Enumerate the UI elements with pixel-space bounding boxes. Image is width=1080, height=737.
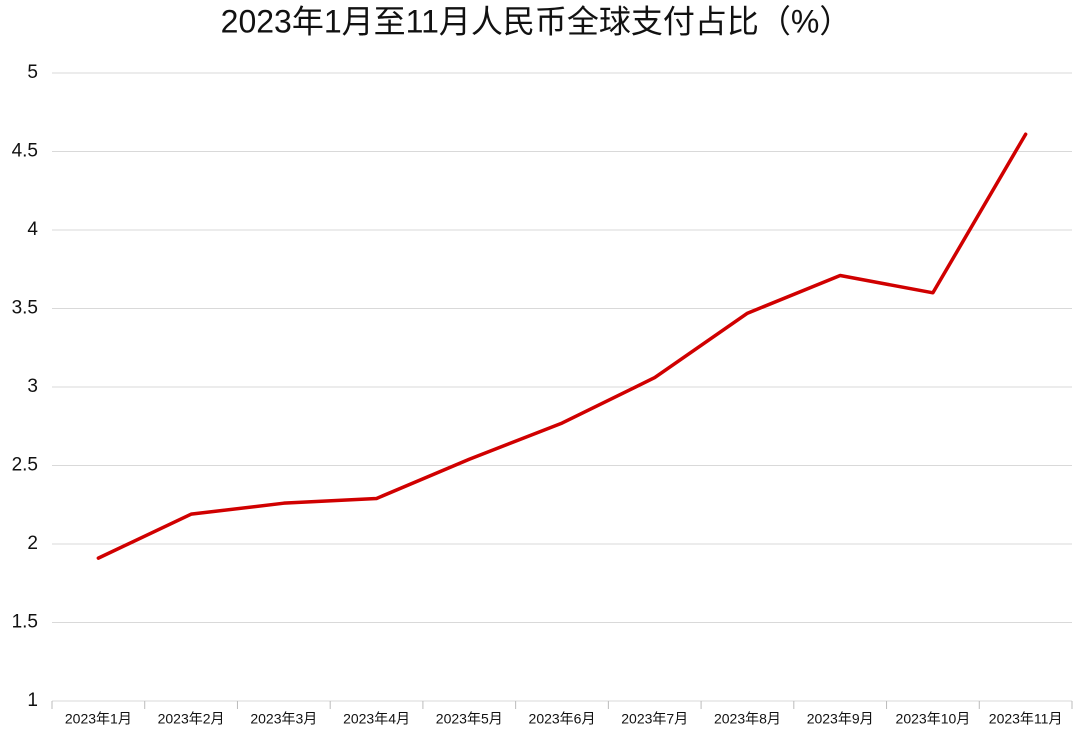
y-tick-label: 1.5	[12, 612, 38, 633]
x-tick-label: 2023年11月	[989, 711, 1063, 727]
x-tick-label: 2023年9月	[807, 711, 874, 727]
x-tick-label: 2023年2月	[158, 711, 225, 727]
x-tick-label: 2023年4月	[343, 711, 410, 727]
x-tick-label: 2023年7月	[621, 711, 688, 727]
y-tick-label: 3	[27, 376, 38, 397]
x-tick-label: 2023年3月	[250, 711, 317, 727]
chart-title: 2023年1月至11月人民币全球支付占比（%）	[221, 3, 852, 39]
y-tick-label: 2.5	[12, 455, 38, 476]
x-tick-label: 2023年10月	[896, 711, 971, 727]
y-tick-label: 4.5	[12, 141, 38, 162]
y-tick-label: 3.5	[12, 298, 38, 319]
y-tick-label: 2	[27, 533, 38, 554]
x-tick-label: 2023年8月	[714, 711, 781, 727]
y-tick-label: 4	[27, 219, 38, 240]
y-tick-label: 1	[27, 690, 38, 711]
x-tick-label: 2023年5月	[436, 711, 503, 727]
x-tick-label: 2023年1月	[65, 711, 132, 727]
x-tick-label: 2023年6月	[529, 711, 596, 727]
y-tick-label: 5	[27, 62, 38, 83]
data-line	[96, 132, 1028, 560]
